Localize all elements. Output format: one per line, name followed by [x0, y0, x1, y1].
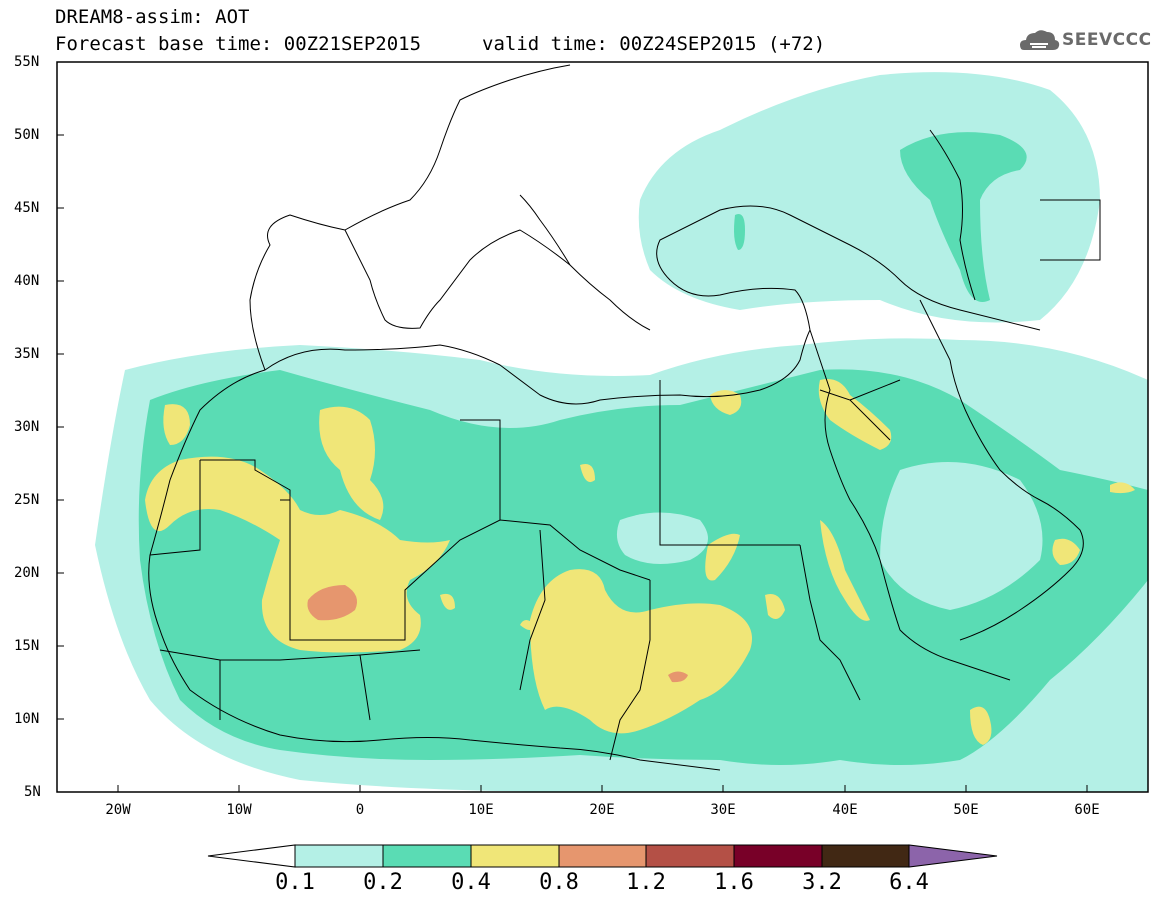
aot-0.4-region-central: [530, 569, 752, 734]
lon-label-20e: 20E: [589, 802, 615, 818]
lon-label-10w: 10W: [226, 802, 252, 818]
colorbar-label-0.8: 0.8: [539, 870, 579, 895]
lon-label-60e: 60E: [1074, 802, 1100, 818]
lon-label-10e: 10E: [468, 802, 494, 818]
lon-label-30e: 30E: [710, 802, 736, 818]
aot-0.4-region-west: [145, 456, 450, 653]
axis-ticks: [57, 61, 1088, 792]
lat-label-50n: 50N: [14, 127, 40, 143]
cloud-logo-icon: [1020, 30, 1060, 50]
colorbar-label-6.4: 6.4: [889, 870, 929, 895]
colorbar-label-0.2: 0.2: [363, 870, 403, 895]
lon-label-20w: 20W: [105, 802, 131, 818]
lat-label-30n: 30N: [14, 419, 40, 435]
lat-label-15n: 15N: [14, 638, 40, 654]
lon-label-40e: 40E: [832, 802, 858, 818]
lat-label-20n: 20N: [14, 565, 40, 581]
lat-label-45n: 45N: [14, 200, 40, 216]
aot-0.8-region: [307, 585, 358, 621]
map-title: DREAM8-assim: AOT: [55, 6, 250, 28]
colorbar-label-0.4: 0.4: [451, 870, 491, 895]
valid-time: valid time: 00Z24SEP2015 (+72): [482, 33, 826, 55]
logo-text: SEEVCCC: [1062, 30, 1152, 50]
lat-label-55n: 55N: [14, 54, 40, 70]
aot-0.4-region-morocco: [163, 404, 190, 445]
colorbar-label-1.6: 1.6: [714, 870, 754, 895]
aot-0.2-region-caspian: [900, 132, 1027, 302]
coastlines: [148, 64, 1101, 771]
lon-label-0: 0: [355, 802, 365, 818]
forecast-base-time: Forecast base time: 00Z21SEP2015: [55, 33, 422, 55]
lat-label-35n: 35N: [14, 346, 40, 362]
lat-label-5n: 5N: [24, 784, 41, 800]
aot-0.2-region: [138, 369, 1148, 765]
aot-0.4-region-west2: [319, 406, 384, 520]
lat-label-25n: 25N: [14, 492, 40, 508]
aot-shading: [57, 62, 1148, 792]
lat-label-40n: 40N: [14, 273, 40, 289]
aot-0.2-region-blacksea: [734, 214, 745, 250]
colorbar-label-3.2: 3.2: [802, 870, 842, 895]
colorbar-label-1.2: 1.2: [626, 870, 666, 895]
colorbar-label-0.1: 0.1: [275, 870, 315, 895]
lon-label-50e: 50E: [953, 802, 979, 818]
lat-label-10n: 10N: [14, 711, 40, 727]
